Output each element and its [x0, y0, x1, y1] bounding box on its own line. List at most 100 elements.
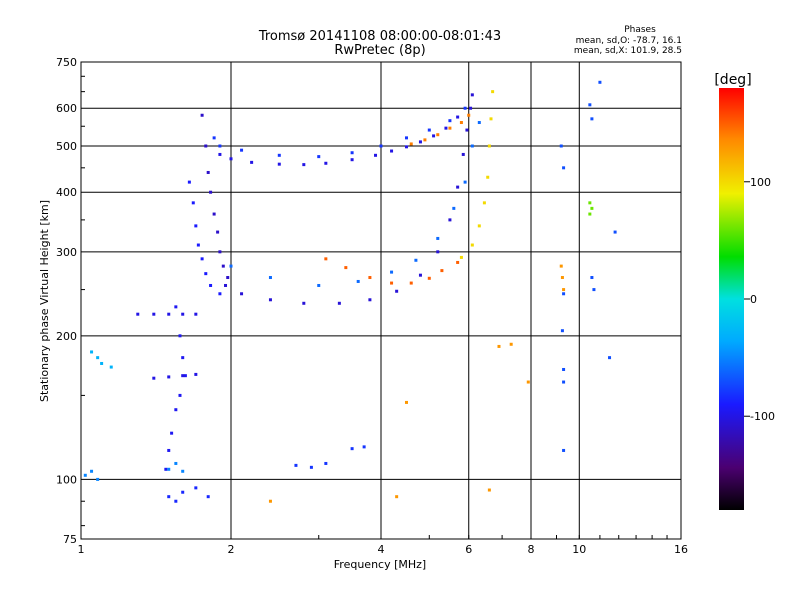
trace-point	[277, 153, 281, 157]
trace-point	[456, 185, 460, 189]
trace-point	[183, 374, 187, 378]
trace-point	[461, 152, 465, 156]
trace-point	[174, 408, 178, 412]
trace-point	[613, 230, 617, 234]
y-tick-label: 400	[56, 186, 77, 199]
trace-point	[206, 495, 210, 499]
y-tick-label: 200	[56, 330, 77, 343]
trace-point	[562, 288, 566, 292]
chart-subtitle: RwPretec (8p)	[334, 43, 425, 58]
trace-point	[187, 180, 191, 184]
trace-point	[83, 473, 87, 477]
trace-point	[302, 301, 306, 305]
trace-point	[560, 276, 564, 280]
colorbar-tick-label: 100	[750, 176, 771, 189]
trace-point	[277, 162, 281, 166]
trace-point	[404, 400, 408, 404]
trace-point	[459, 121, 463, 125]
trace-point	[436, 133, 440, 137]
x-tick-label: 8	[528, 543, 535, 556]
trace-point	[390, 281, 394, 285]
trace-point	[456, 260, 460, 264]
trace-point	[418, 140, 422, 144]
trace-point	[562, 380, 566, 384]
trace-point	[489, 117, 493, 121]
colorbar-tick-label: -100	[750, 410, 775, 423]
trace-point	[268, 276, 272, 280]
trace-point	[448, 119, 452, 123]
y-tick-label: 500	[56, 140, 77, 153]
trace-point	[409, 281, 413, 285]
trace-point	[317, 155, 321, 159]
trace-point	[218, 152, 222, 156]
stats-heading: Phases	[624, 25, 656, 35]
y-tick-label: 75	[63, 533, 77, 546]
trace-point	[590, 117, 594, 121]
trace-point	[444, 126, 448, 130]
trace-point	[170, 431, 174, 435]
trace-point	[423, 138, 427, 142]
trace-point	[240, 148, 244, 152]
trace-point	[174, 461, 178, 465]
trace-point	[459, 255, 463, 259]
trace-point	[562, 448, 566, 452]
trace-point	[409, 142, 413, 146]
trace-point	[592, 288, 596, 292]
grid-lines	[81, 62, 681, 539]
trace-point	[309, 465, 313, 469]
trace-point	[414, 258, 418, 262]
trace-point	[448, 126, 452, 130]
trace-point	[487, 144, 491, 148]
trace-point	[427, 276, 431, 280]
trace-point	[212, 212, 216, 216]
trace-point	[90, 469, 94, 473]
trace-point	[559, 264, 563, 268]
trace-point	[240, 292, 244, 296]
trace-point	[588, 212, 592, 216]
trace-point	[608, 356, 612, 360]
trace-point	[350, 447, 354, 451]
trace-point	[469, 106, 473, 110]
colorbar	[719, 88, 744, 510]
trace-point	[250, 160, 254, 164]
trace-point	[152, 312, 156, 316]
trace-point	[200, 257, 204, 261]
trace-point	[350, 158, 354, 162]
trace-point	[324, 161, 328, 165]
trace-point	[379, 144, 383, 148]
trace-point	[96, 477, 100, 481]
trace-point	[206, 170, 210, 174]
trace-point	[477, 224, 481, 228]
trace-point	[181, 469, 185, 473]
trace-point	[221, 264, 225, 268]
trace-point	[178, 334, 182, 338]
trace-point	[167, 312, 171, 316]
y-tick-label: 300	[56, 246, 77, 259]
y-axis-ticks: 75 100 200 300 400 500 600 750	[56, 56, 85, 546]
trace-point	[344, 266, 348, 270]
trace-point	[470, 243, 474, 247]
trace-point	[418, 273, 422, 277]
trace-point	[218, 250, 222, 254]
trace-point	[181, 374, 185, 378]
trace-point	[526, 380, 530, 384]
trace-point	[229, 157, 233, 161]
y-tick-label: 600	[56, 102, 77, 115]
trace-point	[167, 448, 171, 452]
trace-point	[598, 80, 602, 84]
trace-point	[588, 201, 592, 205]
chart-title: Tromsø 20141108 08:00:00-08:01:43	[258, 29, 501, 44]
trace-point	[562, 367, 566, 371]
trace-point	[390, 149, 394, 153]
y-tick-label: 750	[56, 56, 77, 69]
trace-point	[427, 128, 431, 132]
trace-point	[562, 166, 566, 170]
trace-point	[209, 190, 213, 194]
trace-point	[164, 467, 168, 471]
trace-point	[216, 230, 220, 234]
trace-point	[229, 264, 233, 268]
trace-point	[100, 361, 104, 365]
colorbar-label: [deg]	[714, 72, 751, 88]
trace-point	[337, 301, 341, 305]
trace-point	[404, 136, 408, 140]
